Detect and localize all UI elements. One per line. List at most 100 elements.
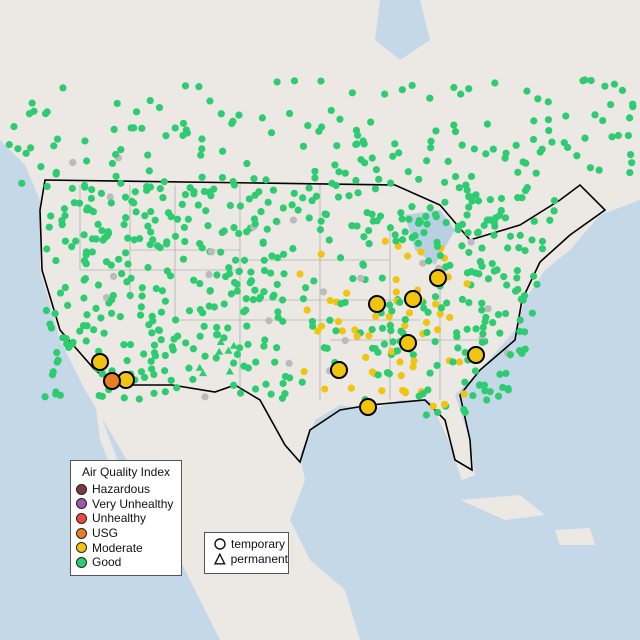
temporary-station-marker: [528, 309, 536, 317]
temporary-station-marker: [586, 164, 595, 172]
temporary-station-marker: [251, 385, 260, 393]
temporary-station-marker: [544, 98, 552, 106]
temporary-station-marker: [480, 381, 489, 389]
temporary-station-marker: [319, 288, 327, 296]
temporary-station-marker: [450, 121, 458, 129]
temporary-station-marker: [88, 248, 96, 256]
color-swatch-icon: [76, 527, 87, 539]
temporary-station-marker: [97, 314, 105, 322]
temporary-station-marker: [229, 177, 237, 186]
legend-item-temporary: temporary: [205, 537, 288, 552]
temporary-station-marker: [587, 76, 595, 85]
temporary-station-marker: [195, 83, 203, 91]
temporary-station-marker: [529, 272, 538, 280]
legend-item-very-unhealthy: Very Unhealthy: [71, 497, 181, 512]
temporary-station-marker: [422, 411, 430, 419]
triangle-icon: [214, 552, 226, 565]
temporary-station-marker: [471, 367, 480, 375]
temporary-station-marker: [202, 207, 210, 215]
temporary-station-marker: [389, 338, 397, 346]
temporary-station-marker: [210, 303, 219, 311]
temporary-station-marker: [107, 261, 115, 269]
temporary-station-marker: [486, 196, 494, 204]
temporary-station-marker: [72, 237, 80, 245]
temporary-station-marker: [432, 127, 440, 135]
temporary-station-marker: [431, 293, 440, 301]
temporary-station-marker: [381, 237, 389, 245]
temporary-station-marker: [180, 223, 189, 232]
temporary-station-marker: [213, 323, 221, 332]
temporary-station-marker: [198, 309, 207, 317]
temporary-station-marker: [532, 169, 540, 177]
temporary-station-marker: [244, 364, 252, 372]
temporary-station-marker: [331, 161, 339, 169]
legend-label: Unhealthy: [92, 511, 147, 526]
temporary-station-marker: [230, 381, 238, 389]
temporary-station-marker: [465, 298, 473, 307]
temporary-station-marker: [106, 193, 114, 201]
temporary-station-marker: [266, 269, 275, 277]
temporary-station-marker: [200, 322, 208, 330]
temporary-station-marker: [240, 256, 249, 264]
temporary-station-marker: [386, 179, 395, 187]
temporary-station-marker: [146, 96, 154, 105]
temporary-station-marker: [69, 158, 77, 167]
temporary-station-marker: [198, 135, 206, 143]
temporary-station-marker: [25, 110, 34, 118]
temporary-station-marker: [463, 186, 471, 194]
temporary-station-marker: [378, 324, 387, 332]
temporary-station-marker: [122, 214, 130, 222]
temporary-station-marker: [391, 231, 399, 239]
temporary-station-marker: [530, 217, 538, 225]
temporary-station-marker: [130, 236, 138, 244]
temporary-station-marker: [189, 345, 198, 353]
temporary-station-marker: [218, 173, 227, 182]
temporary-station-marker: [243, 159, 251, 168]
temporary-station-marker: [348, 89, 356, 97]
temporary-station-marker: [562, 112, 570, 120]
temporary-station-marker: [178, 200, 186, 208]
temporary-station-marker: [258, 114, 266, 122]
temporary-station-marker: [290, 189, 298, 197]
temporary-station-marker: [137, 303, 145, 311]
temporary-station-marker: [514, 168, 522, 176]
temporary-station-marker: [107, 199, 115, 207]
large-station-markers: [91, 269, 485, 416]
temporary-station-marker: [230, 223, 238, 232]
temporary-station-marker: [108, 159, 117, 168]
temporary-station-marker: [213, 271, 221, 279]
temporary-station-marker: [326, 296, 334, 305]
temporary-station-marker: [626, 169, 634, 177]
temporary-station-marker: [321, 385, 329, 393]
large-station-marker: [429, 269, 447, 287]
temporary-station-marker: [97, 189, 106, 197]
temporary-station-marker: [512, 141, 520, 149]
temporary-station-marker: [386, 224, 395, 232]
temporary-station-marker: [550, 197, 559, 205]
temporary-station-marker: [265, 317, 273, 325]
temporary-station-marker: [398, 215, 406, 223]
temporary-station-marker: [95, 391, 103, 400]
large-station-marker: [467, 346, 485, 364]
temporary-station-marker: [289, 245, 297, 253]
temporary-station-marker: [460, 390, 468, 398]
temporary-station-marker: [429, 402, 437, 410]
temporary-station-marker: [5, 141, 13, 149]
temporary-station-marker: [225, 264, 233, 272]
temporary-station-marker: [267, 390, 275, 398]
temporary-station-marker: [136, 311, 145, 319]
temporary-station-marker: [458, 242, 466, 250]
temporary-station-marker: [184, 215, 192, 223]
temporary-station-marker: [314, 327, 322, 335]
temporary-station-marker: [455, 358, 464, 366]
temporary-station-marker: [235, 229, 243, 238]
temporary-station-marker: [150, 389, 158, 397]
legend-item-usg: USG: [71, 526, 181, 541]
temporary-station-marker: [310, 277, 318, 285]
temporary-station-marker: [10, 122, 18, 131]
temporary-station-marker: [352, 126, 361, 134]
permanent-station-marker: [229, 341, 238, 349]
temporary-station-marker: [365, 226, 373, 235]
temporary-station-marker: [336, 254, 345, 262]
temporary-station-marker: [135, 395, 143, 403]
